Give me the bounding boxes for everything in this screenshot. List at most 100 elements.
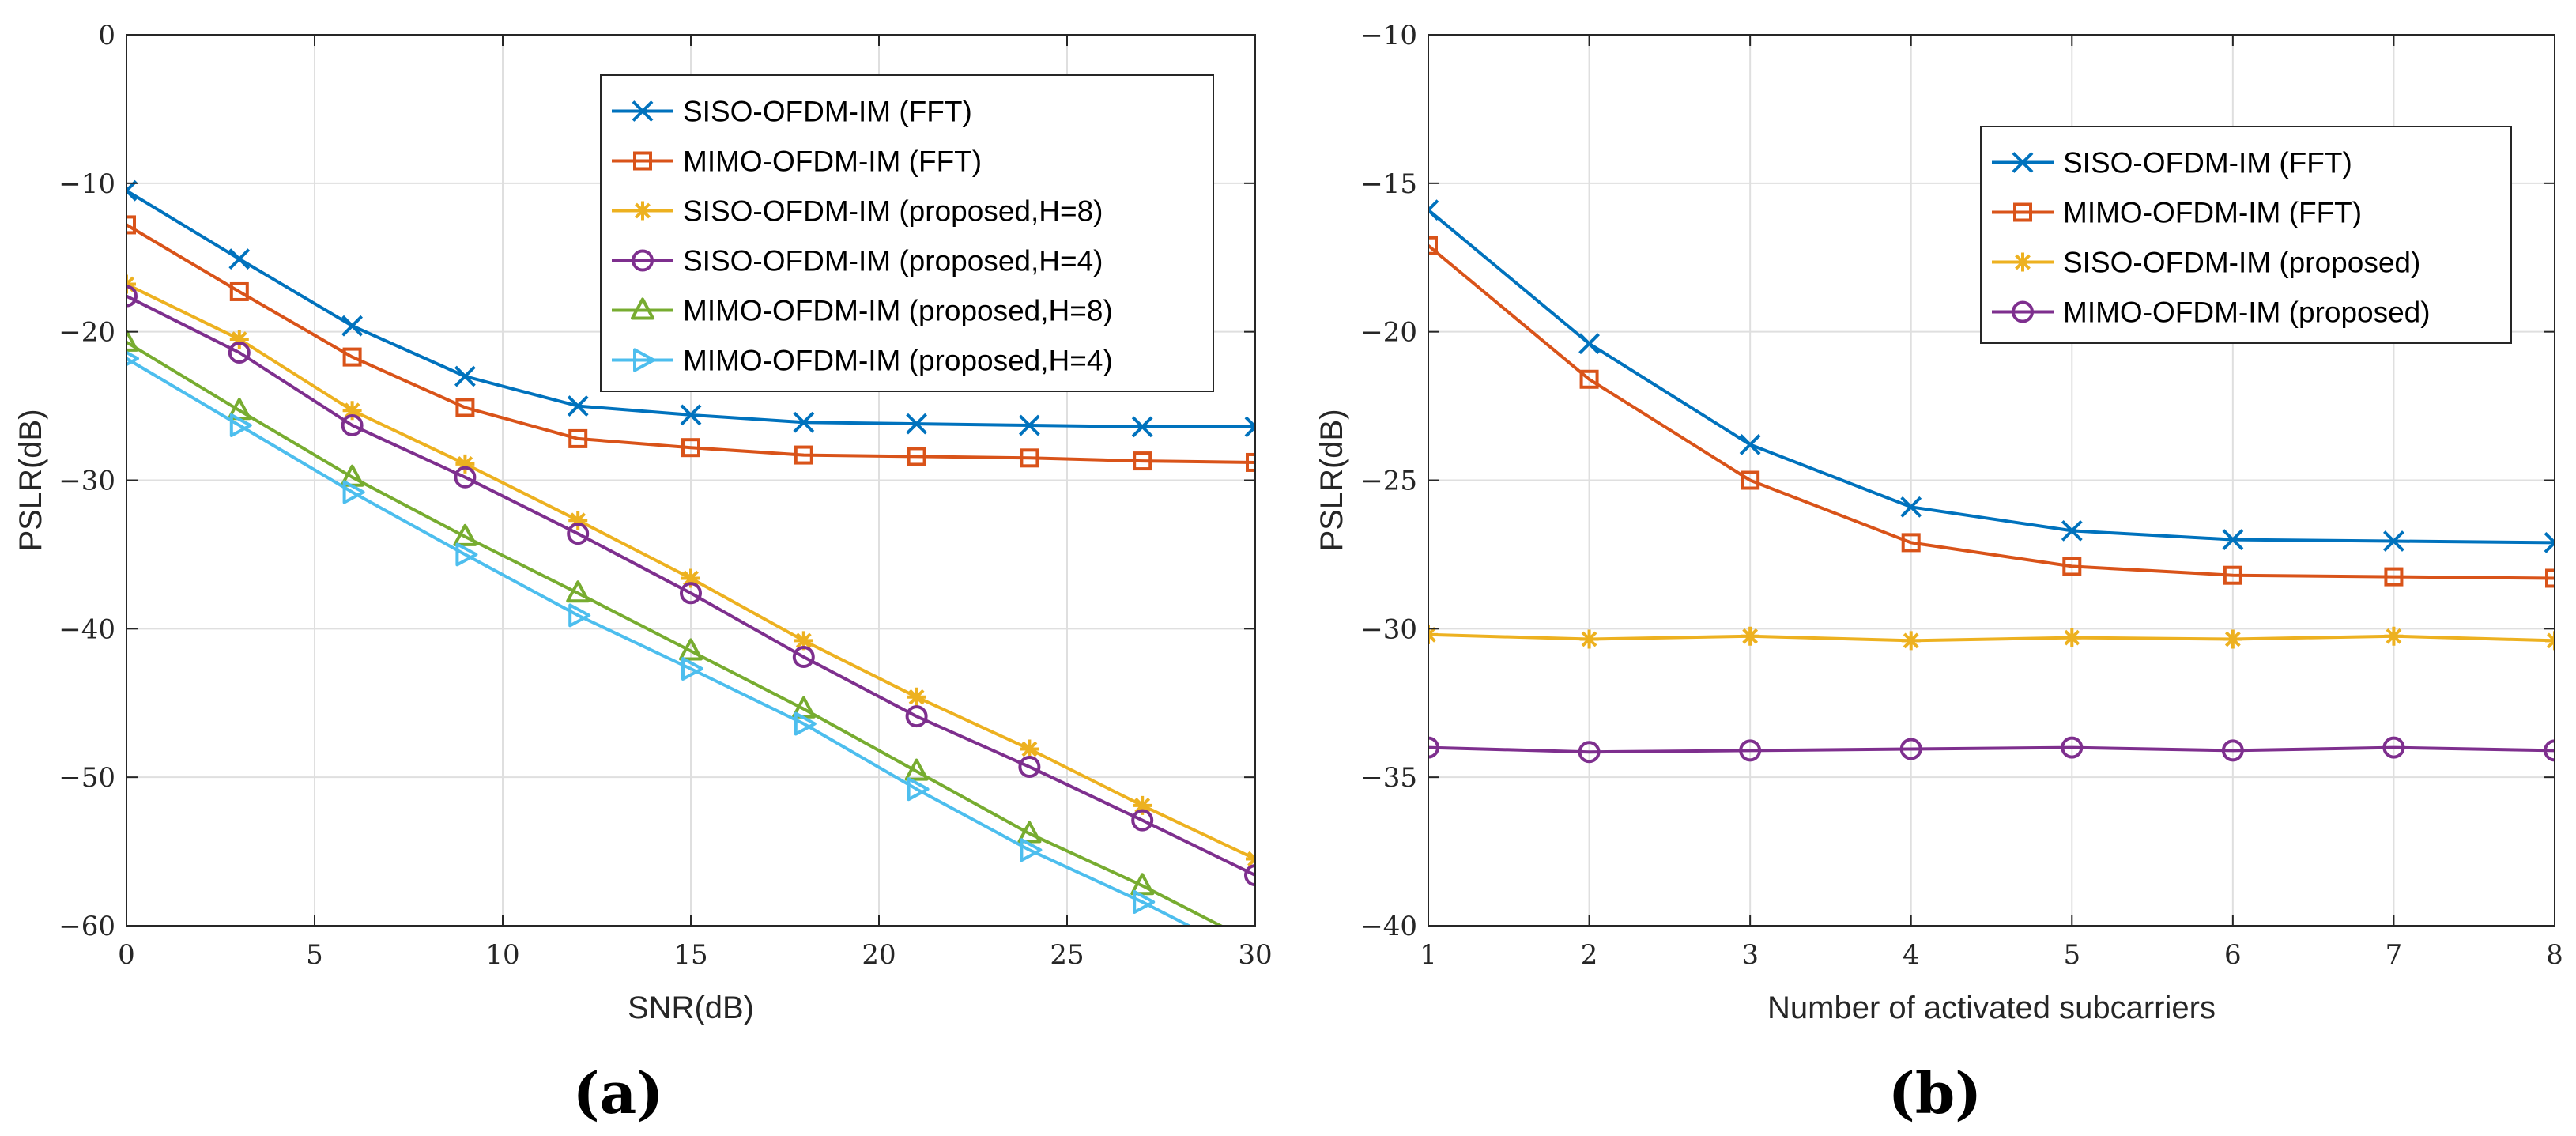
data-point-0-7 bbox=[906, 413, 928, 435]
data-point-0-6 bbox=[793, 411, 815, 433]
data-point-3-6 bbox=[792, 646, 815, 669]
legend-marker-0 bbox=[2012, 152, 2034, 173]
data-point-0-5 bbox=[680, 404, 702, 426]
chart-panel-b: 1 2 3 4 5 6 7 8 −10 −15 −20 −25 −30 −35 −40 Number of a… bbox=[1314, 20, 2563, 1127]
legend-box bbox=[600, 74, 1214, 392]
data-point-5-6 bbox=[794, 711, 817, 736]
data-point-2-1 bbox=[1579, 629, 1599, 649]
data-point-0-5 bbox=[2222, 529, 2244, 551]
legend-label-3: SISO-OFDM-IM (proposed,H=4) bbox=[683, 245, 1103, 277]
data-point-1-7 bbox=[907, 447, 926, 466]
x-tick-label: 30 bbox=[1238, 939, 1272, 971]
series-line-2 bbox=[1428, 632, 2555, 643]
data-point-3-4 bbox=[567, 523, 590, 545]
data-point-1-4 bbox=[568, 428, 588, 448]
legend-label-5: MIMO-OFDM-IM (proposed,H=4) bbox=[683, 345, 1113, 377]
x-tick-label: 2 bbox=[1581, 939, 1598, 971]
series-line-3 bbox=[126, 294, 1255, 877]
x-tick-label: 25 bbox=[1050, 939, 1084, 971]
x-tick-label: 6 bbox=[2224, 939, 2242, 971]
legend-label-4: MIMO-OFDM-IM (proposed,H=8) bbox=[683, 295, 1113, 327]
data-point-1-0 bbox=[126, 215, 136, 235]
data-point-5-8 bbox=[1020, 838, 1043, 862]
legend-marker-0 bbox=[632, 100, 654, 122]
data-point-3-7 bbox=[2544, 739, 2555, 762]
data-point-3-1 bbox=[1578, 741, 1601, 764]
legend-label-0: SISO-OFDM-IM (FFT) bbox=[683, 96, 972, 128]
y-tick-label: −10 bbox=[1360, 20, 1417, 51]
y-tick-label: −50 bbox=[58, 762, 115, 794]
data-point-2-3 bbox=[1901, 631, 1921, 651]
data-point-2-5 bbox=[2223, 629, 2242, 649]
series-line-5 bbox=[126, 357, 1193, 926]
data-point-1-9 bbox=[1133, 451, 1152, 471]
data-point-2-7 bbox=[907, 687, 926, 707]
data-point-2-8 bbox=[1020, 739, 1039, 759]
data-point-0-1 bbox=[228, 248, 251, 270]
x-axis-label: SNR(dB) bbox=[628, 991, 754, 1025]
legend-label-0: SISO-OFDM-IM (FFT) bbox=[2063, 147, 2352, 179]
data-point-3-2 bbox=[1739, 739, 1762, 762]
legend: SISO-OFDM-IM (FFT) MIMO-OFDM-IM (FFT) SISO… bbox=[600, 74, 1214, 392]
x-axis-label: Number of activated subcarriers bbox=[1767, 991, 2216, 1025]
data-point-5-5 bbox=[681, 657, 703, 681]
legend-marker-2 bbox=[2013, 252, 2032, 272]
y-tick-label: −30 bbox=[1360, 613, 1417, 645]
y-tick-label: −10 bbox=[58, 168, 115, 200]
data-point-0-8 bbox=[1018, 414, 1040, 436]
legend-label-1: MIMO-OFDM-IM (FFT) bbox=[683, 145, 982, 178]
x-tick-label: 15 bbox=[673, 939, 707, 971]
data-point-1-7 bbox=[2545, 568, 2555, 588]
legend-marker-1 bbox=[2013, 202, 2032, 222]
data-point-3-2 bbox=[341, 414, 364, 437]
data-point-2-1 bbox=[229, 330, 249, 349]
y-axis-label: PSLR(dB) bbox=[1314, 409, 1349, 551]
legend-marker-1 bbox=[633, 151, 652, 171]
y-tick-label: −35 bbox=[1360, 762, 1417, 794]
chart-panel-a: 0 5 10 15 20 25 30 0 −10 −20 −30 −40 −50 −60 SNR(dB) PS… bbox=[13, 20, 1273, 1127]
data-point-0-2 bbox=[1739, 434, 1761, 455]
data-point-4-9 bbox=[1130, 873, 1155, 896]
legend-marker-2 bbox=[633, 201, 652, 221]
data-point-3-3 bbox=[1899, 738, 1922, 760]
series-line-1 bbox=[1428, 244, 2555, 580]
data-point-4-4 bbox=[566, 580, 590, 603]
data-point-5-1 bbox=[229, 413, 252, 438]
data-point-1-2 bbox=[1741, 470, 1760, 490]
data-point-1-1 bbox=[229, 281, 249, 301]
data-point-0-6 bbox=[2383, 530, 2404, 552]
legend-label-1: MIMO-OFDM-IM (FFT) bbox=[2063, 197, 2362, 229]
data-point-0-4 bbox=[567, 395, 589, 417]
data-point-1-3 bbox=[455, 398, 475, 417]
data-point-2-6 bbox=[794, 631, 813, 651]
data-point-1-5 bbox=[2223, 565, 2242, 585]
data-point-5-3 bbox=[455, 542, 478, 567]
data-point-2-3 bbox=[455, 454, 475, 474]
data-point-3-6 bbox=[2382, 736, 2405, 759]
x-tick-label: 8 bbox=[2546, 939, 2563, 971]
data-point-1-6 bbox=[2384, 567, 2404, 587]
data-point-3-4 bbox=[2061, 736, 2084, 759]
x-tick-label: 3 bbox=[1741, 939, 1759, 971]
data-point-3-10 bbox=[1244, 864, 1255, 887]
data-point-3-7 bbox=[905, 705, 928, 728]
x-tick-label: 1 bbox=[1420, 939, 1437, 971]
y-tick-label: −20 bbox=[1360, 317, 1417, 349]
data-point-1-0 bbox=[1428, 236, 1438, 255]
legend-marker-4 bbox=[631, 297, 654, 320]
data-point-2-4 bbox=[2062, 628, 2082, 647]
data-point-5-4 bbox=[568, 603, 591, 628]
data-point-5-2 bbox=[342, 480, 365, 504]
data-point-1-3 bbox=[1901, 533, 1921, 553]
x-tick-label: 5 bbox=[306, 939, 323, 971]
data-point-3-9 bbox=[1131, 809, 1154, 832]
series-group bbox=[1428, 199, 2555, 764]
data-point-4-0 bbox=[126, 329, 138, 352]
data-point-2-2 bbox=[342, 401, 362, 421]
y-tick-label: 0 bbox=[98, 20, 115, 51]
series-line-4 bbox=[126, 341, 1224, 926]
legend-label-2: SISO-OFDM-IM (proposed) bbox=[2063, 247, 2420, 279]
data-point-0-3 bbox=[454, 365, 476, 387]
legend-box bbox=[1980, 126, 2512, 344]
legend-marker-3 bbox=[632, 249, 654, 272]
